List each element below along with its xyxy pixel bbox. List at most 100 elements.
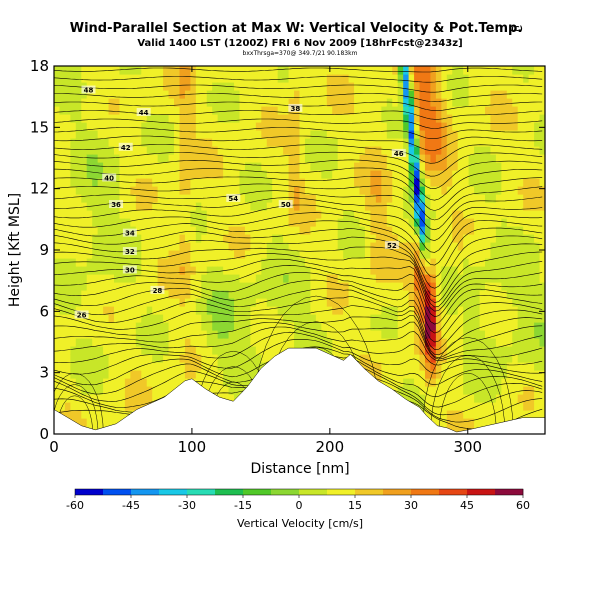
colorbar-swatch xyxy=(299,489,328,495)
colorbar-tick-label: -60 xyxy=(66,499,84,512)
theta-contour-line xyxy=(54,326,543,362)
contour-label-bg xyxy=(102,173,117,182)
contour-label-bg xyxy=(81,85,96,94)
y-axis-label: Height [Kft MSL] xyxy=(7,193,23,307)
contour-label-bg xyxy=(122,247,137,256)
colorbar-tick-label: 45 xyxy=(460,499,474,512)
contour-label-bg xyxy=(278,200,293,209)
theta-contour-line xyxy=(54,212,543,266)
theta-contour-line xyxy=(54,93,543,103)
info-line: bxxThrsga=370@ 349.7/21 90.183km xyxy=(243,50,358,57)
colorbar-swatch xyxy=(103,489,132,495)
contour-labels: 48 44 42 40 36 34 32 30 28 26 38 46 50 54 52 xyxy=(74,85,406,319)
contour-label-bg xyxy=(118,142,133,151)
colorbar-tick-label: -45 xyxy=(122,499,140,512)
theta-contour-line xyxy=(54,135,543,151)
contour-label-bg xyxy=(226,193,241,202)
theta-contour-line xyxy=(54,167,543,201)
contour-label-bg xyxy=(122,265,137,274)
theta-contour-line xyxy=(54,288,543,343)
velocity-field xyxy=(54,66,545,434)
colorbar-swatch xyxy=(439,489,468,495)
theta-contour-line xyxy=(54,331,543,366)
colorbar-swatch xyxy=(467,489,496,495)
contour-label: 52 xyxy=(387,242,397,250)
theta-contour-line xyxy=(54,339,543,375)
x-tick-label: 200 xyxy=(316,438,345,456)
theta-contour-line xyxy=(54,176,543,211)
theta-contour-line xyxy=(54,190,543,231)
contour-label: 36 xyxy=(111,201,121,209)
colorbar-swatch xyxy=(355,489,384,495)
contour-label: 28 xyxy=(153,287,163,295)
contour-label-bg xyxy=(391,148,406,157)
theta-contour-line xyxy=(54,76,543,83)
theta-contour-line xyxy=(54,253,543,308)
contour-label: 46 xyxy=(394,150,404,158)
contour-label: 54 xyxy=(228,195,238,203)
colorbar-swatch xyxy=(187,489,216,495)
theta-contour-line xyxy=(54,264,543,318)
colorbar-tick-label: 60 xyxy=(516,499,530,512)
x-axis-label: Distance [nm] xyxy=(250,461,349,477)
theta-contour-line xyxy=(54,159,543,190)
theta-contour-line xyxy=(54,67,543,73)
theta-contour-line xyxy=(54,183,543,221)
theta-contour-line xyxy=(54,84,543,93)
contour-label: 34 xyxy=(125,230,135,238)
colorbar-tick-label: 0 xyxy=(296,499,303,512)
contour-label: 32 xyxy=(125,248,135,256)
contour-label-bg xyxy=(136,108,151,117)
colorbar-swatch xyxy=(215,489,244,495)
colorbar-swatch xyxy=(411,489,440,495)
theta-contour-line xyxy=(54,127,543,139)
chart-subtitle: Valid 1400 LST (1200Z) FRI 6 Nov 2009 [1… xyxy=(137,38,462,49)
colorbar-swatch xyxy=(131,489,160,495)
terrain-polygon xyxy=(54,347,545,434)
colorbar-swatch xyxy=(159,489,188,495)
contour-label: 48 xyxy=(84,87,94,95)
contour-label: 50 xyxy=(281,201,291,209)
theta-contour-line xyxy=(54,315,543,359)
contour-label-bg xyxy=(288,103,303,112)
y-tick-label: 15 xyxy=(30,118,49,136)
contour-label: 38 xyxy=(290,105,300,113)
theta-contour-arc xyxy=(430,355,506,434)
terrain-mask xyxy=(54,347,545,434)
contour-label: 30 xyxy=(125,266,135,274)
y-tick-label: 9 xyxy=(39,241,49,259)
colorbar-label: Vertical Velocity [cm/s] xyxy=(237,517,363,530)
title-mark: (C) xyxy=(511,25,523,33)
colorbar: -60 -45 -30 -15 0 15 30 45 60 xyxy=(66,488,530,512)
theta-contour-line xyxy=(54,228,543,289)
theta-contour-line xyxy=(54,272,543,325)
y-tick-label: 3 xyxy=(39,364,49,382)
theta-contour-line xyxy=(54,305,543,356)
theta-contour-line xyxy=(54,197,543,241)
theta-contour-line xyxy=(54,118,543,129)
colorbar-swatch xyxy=(75,489,104,495)
y-tick-label: 6 xyxy=(39,302,49,320)
contour-label: 44 xyxy=(139,109,149,117)
theta-contour-line xyxy=(54,321,543,360)
theta-contour-line xyxy=(54,296,543,350)
contour-label-bg xyxy=(109,200,124,209)
theta-contour-line xyxy=(54,110,543,120)
theta-contour-line xyxy=(54,279,543,334)
colorbar-swatch xyxy=(495,489,524,495)
theta-contour-line xyxy=(54,246,543,303)
contour-label-bg xyxy=(384,240,399,249)
theta-contour-arc xyxy=(438,372,497,434)
colorbar-swatch xyxy=(243,489,272,495)
theta-contour-line xyxy=(54,144,543,164)
y-tick-label: 18 xyxy=(30,57,49,75)
colorbar-tick-label: -30 xyxy=(178,499,196,512)
colorbar-swatch xyxy=(327,489,356,495)
colorbar-tick-label: -15 xyxy=(234,499,252,512)
x-tick-label: 100 xyxy=(178,438,207,456)
colorbar-tick-label: 30 xyxy=(404,499,418,512)
contour-label: 26 xyxy=(77,311,87,319)
theta-contour-arc xyxy=(250,295,382,434)
